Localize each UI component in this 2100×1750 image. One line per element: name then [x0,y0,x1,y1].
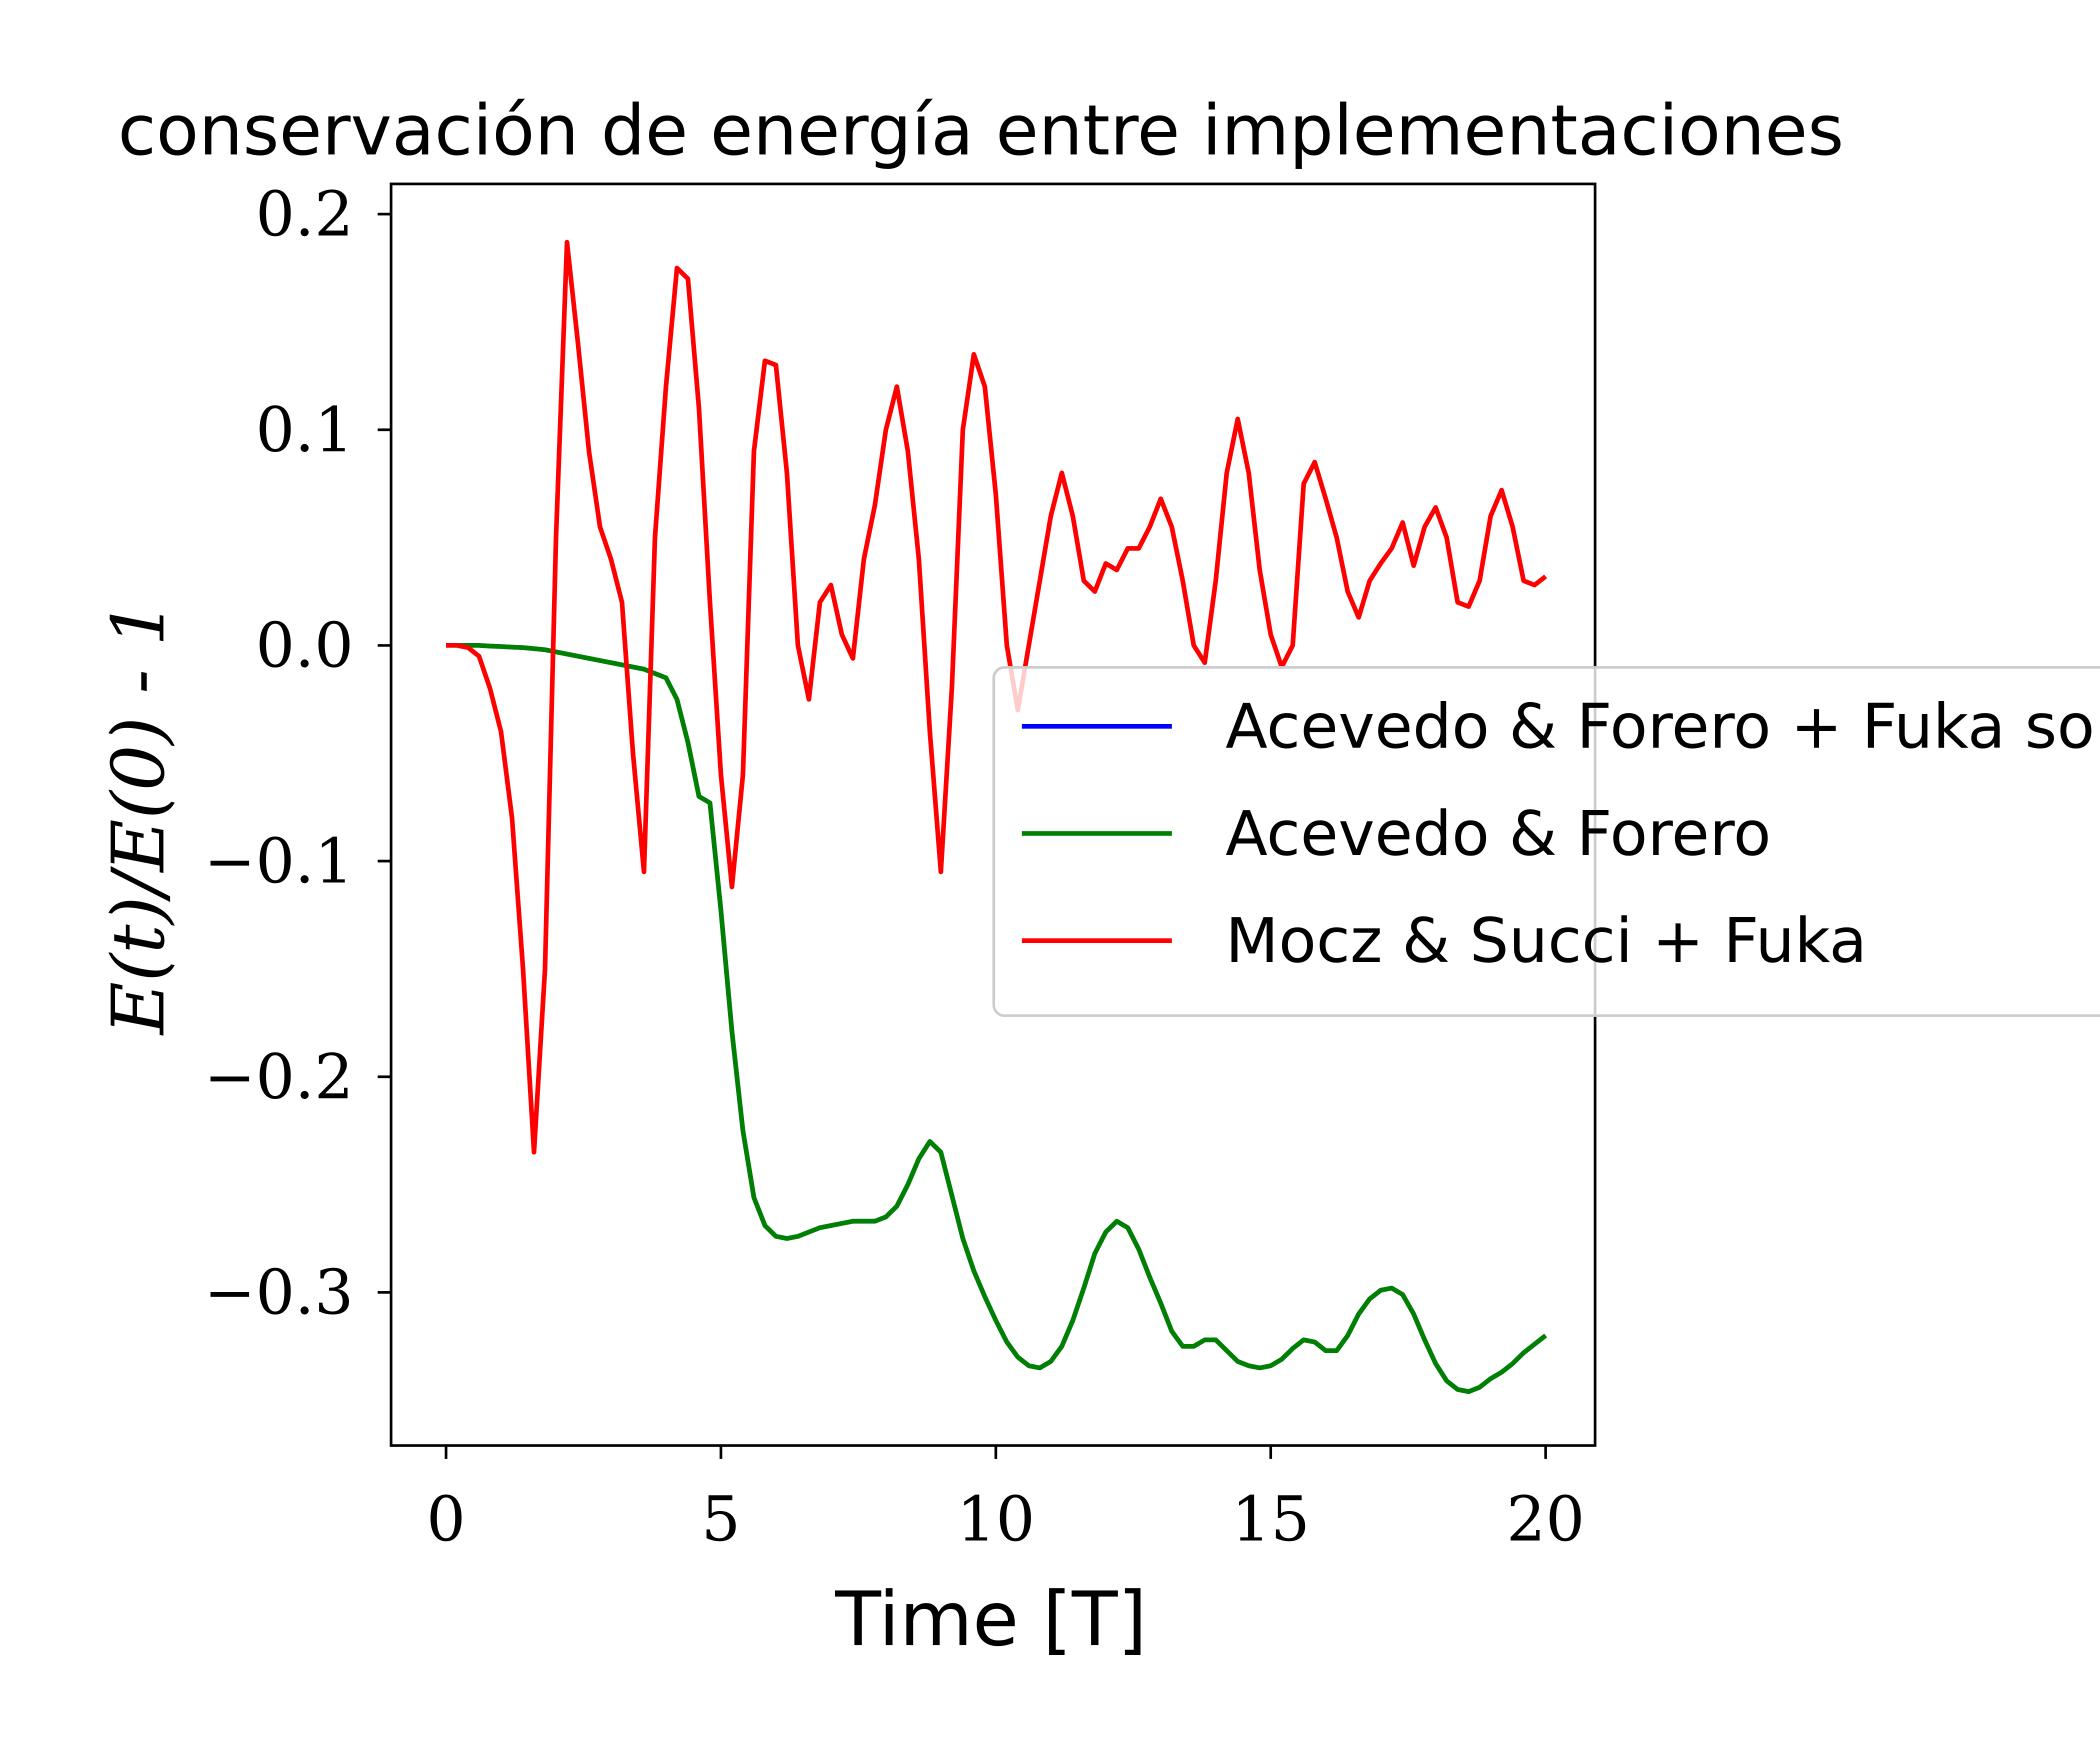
y-tick-label: −0.2 [204,1042,354,1113]
y-axis-label: E(t)/E(0) - 1 [97,600,181,1036]
legend-label: Acevedo & Forero [1226,798,1771,870]
legend: Acevedo & Forero + Fuka sol Acevedo & For… [992,666,2100,1017]
y-tick-label: 0.1 [256,394,354,466]
legend-label: Mocz & Succi + Fuka [1226,906,1867,977]
series-line [446,643,1548,1394]
chart-title: conservación de energía entre implementa… [118,90,1844,171]
legend-box [992,666,2100,1017]
legend-label: Acevedo & Forero + Fuka sol [1226,692,2100,763]
x-tick-label: 0 [426,1484,466,1556]
y-tick-label: −0.1 [204,826,354,898]
x-tick-label: 10 [956,1484,1035,1556]
x-tick-label: 20 [1506,1484,1585,1556]
series-line [446,240,1548,1155]
x-axis-label: Time [T] [834,1576,1146,1663]
x-tick-label: 15 [1232,1484,1310,1556]
y-tick-label: 0.0 [256,610,354,682]
x-tick-label: 5 [702,1484,740,1556]
y-tick-label: −0.3 [204,1258,354,1329]
y-tick-label: 0.2 [256,179,354,250]
